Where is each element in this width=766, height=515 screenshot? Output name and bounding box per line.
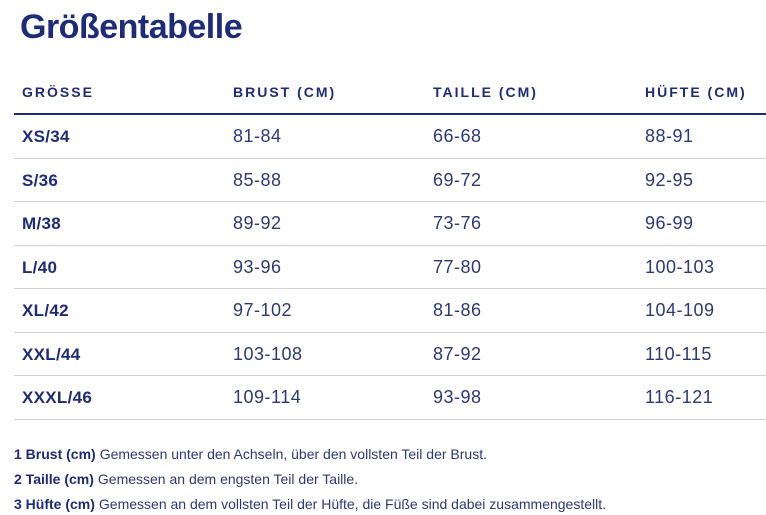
huefte-cell: 100-103 <box>637 246 766 289</box>
brust-cell: 93-96 <box>225 246 425 289</box>
taille-cell: 66-68 <box>425 115 637 159</box>
note-brust: 1 Brust (cm) Gemessen unter den Achseln, … <box>14 442 766 467</box>
huefte-cell: 104-109 <box>637 289 766 333</box>
size-cell: L/40 <box>14 246 225 289</box>
header-cell-groesse: GRÖSSE <box>14 70 225 115</box>
taille-cell: 81-86 <box>425 289 637 333</box>
size-cell: S/36 <box>14 159 225 202</box>
note-taille-text: Gemessen an dem engsten Teil der Taille. <box>97 470 359 487</box>
header-cell-huefte: HÜFTE (CM) <box>637 70 766 115</box>
huefte-cell: 110-115 <box>637 333 766 376</box>
note-huefte-text: Gemessen an dem vollsten Teil der Hüfte,… <box>98 495 607 512</box>
brust-cell: 89-92 <box>225 202 425 246</box>
brust-cell: 109-114 <box>225 376 425 420</box>
size-cell: XXL/44 <box>14 333 225 376</box>
brust-cell: 103-108 <box>225 333 425 376</box>
measurement-notes: 1 Brust (cm) Gemessen unter den Achseln, … <box>14 442 766 515</box>
size-chart-page: Größentabelle GRÖSSE BRUST (CM) TAILLE (… <box>0 8 766 515</box>
huefte-cell: 96-99 <box>637 202 766 246</box>
taille-cell: 77-80 <box>425 246 637 289</box>
page-title: Größentabelle <box>20 8 243 46</box>
header-cell-brust: BRUST (CM) <box>225 70 425 115</box>
note-huefte: 3 Hüfte (cm) Gemessen an dem vollsten Tei… <box>14 492 766 515</box>
brust-cell: 97-102 <box>225 289 425 333</box>
note-brust-text: Gemessen unter den Achseln, über den vol… <box>99 445 487 462</box>
size-cell: XS/34 <box>14 115 225 159</box>
taille-cell: 73-76 <box>425 202 637 246</box>
size-cell: XL/42 <box>14 289 225 333</box>
size-cell: M/38 <box>14 202 225 246</box>
huefte-cell: 88-91 <box>637 115 766 159</box>
huefte-cell: 116-121 <box>637 376 766 420</box>
note-taille: 2 Taille (cm) Gemessen an dem engsten Tei… <box>14 467 766 492</box>
note-huefte-label: 3 Hüfte (cm) <box>14 495 95 512</box>
header-cell-taille: TAILLE (CM) <box>425 70 637 115</box>
taille-cell: 87-92 <box>425 333 637 376</box>
taille-cell: 69-72 <box>425 159 637 202</box>
size-cell: XXXL/46 <box>14 376 225 420</box>
note-brust-label: 1 Brust (cm) <box>14 445 96 462</box>
note-taille-label: 2 Taille (cm) <box>14 470 94 487</box>
huefte-cell: 92-95 <box>637 159 766 202</box>
brust-cell: 85-88 <box>225 159 425 202</box>
taille-cell: 93-98 <box>425 376 637 420</box>
size-table: GRÖSSE BRUST (CM) TAILLE (CM) HÜFTE (CM)… <box>14 70 766 420</box>
brust-cell: 81-84 <box>225 115 425 159</box>
